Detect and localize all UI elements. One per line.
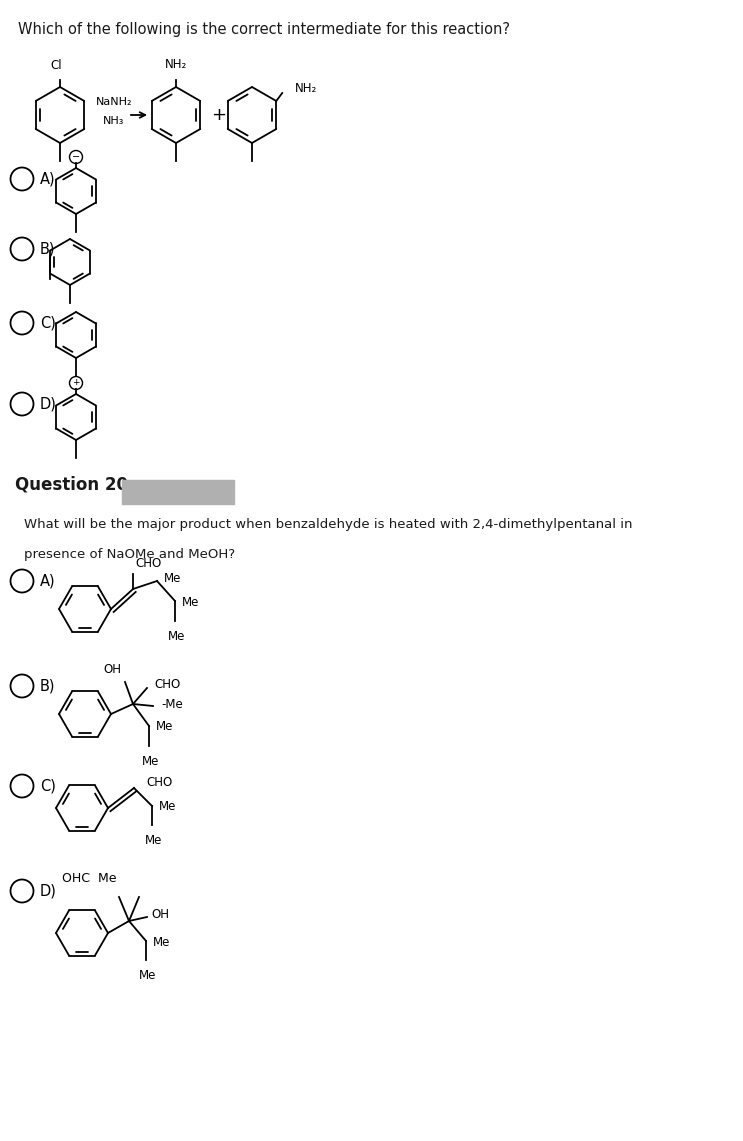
FancyBboxPatch shape xyxy=(122,480,234,504)
Text: −: − xyxy=(72,152,80,162)
Text: D): D) xyxy=(40,397,57,412)
Text: D): D) xyxy=(40,883,57,898)
Text: -Me: -Me xyxy=(161,697,183,711)
Text: Me: Me xyxy=(159,801,176,814)
Text: Me: Me xyxy=(153,936,170,948)
Text: CHO: CHO xyxy=(146,776,172,788)
Text: Cl: Cl xyxy=(51,59,62,72)
Text: What will be the major product when benzaldehyde is heated with 2,4-dimethylpent: What will be the major product when benz… xyxy=(24,518,632,531)
Text: Me: Me xyxy=(182,596,199,608)
Text: Me: Me xyxy=(169,630,186,644)
Text: NaNH₂: NaNH₂ xyxy=(96,97,132,107)
Text: Me: Me xyxy=(156,720,173,734)
Text: NH₂: NH₂ xyxy=(295,82,317,96)
Text: Question 20: Question 20 xyxy=(15,476,128,494)
Text: Me: Me xyxy=(140,969,157,982)
Text: A): A) xyxy=(40,574,56,589)
Text: NH₃: NH₃ xyxy=(103,116,125,126)
Text: Me: Me xyxy=(143,755,160,768)
Text: Me: Me xyxy=(146,834,163,847)
Text: Which of the following is the correct intermediate for this reaction?: Which of the following is the correct in… xyxy=(18,22,510,37)
Text: A): A) xyxy=(40,171,56,186)
Text: B): B) xyxy=(40,679,56,694)
Text: CHO: CHO xyxy=(154,678,181,690)
Text: C): C) xyxy=(40,778,56,793)
Text: C): C) xyxy=(40,316,56,331)
Text: +: + xyxy=(72,379,80,388)
Text: +: + xyxy=(212,106,227,124)
Text: B): B) xyxy=(40,242,56,257)
Text: OHC  Me: OHC Me xyxy=(62,873,117,885)
Text: CHO: CHO xyxy=(135,557,161,570)
Text: Me: Me xyxy=(164,572,181,584)
Text: OH: OH xyxy=(103,663,121,675)
Text: presence of NaOMe and MeOH?: presence of NaOMe and MeOH? xyxy=(24,548,235,561)
Text: NH₂: NH₂ xyxy=(165,58,187,71)
Text: OH: OH xyxy=(151,908,169,922)
